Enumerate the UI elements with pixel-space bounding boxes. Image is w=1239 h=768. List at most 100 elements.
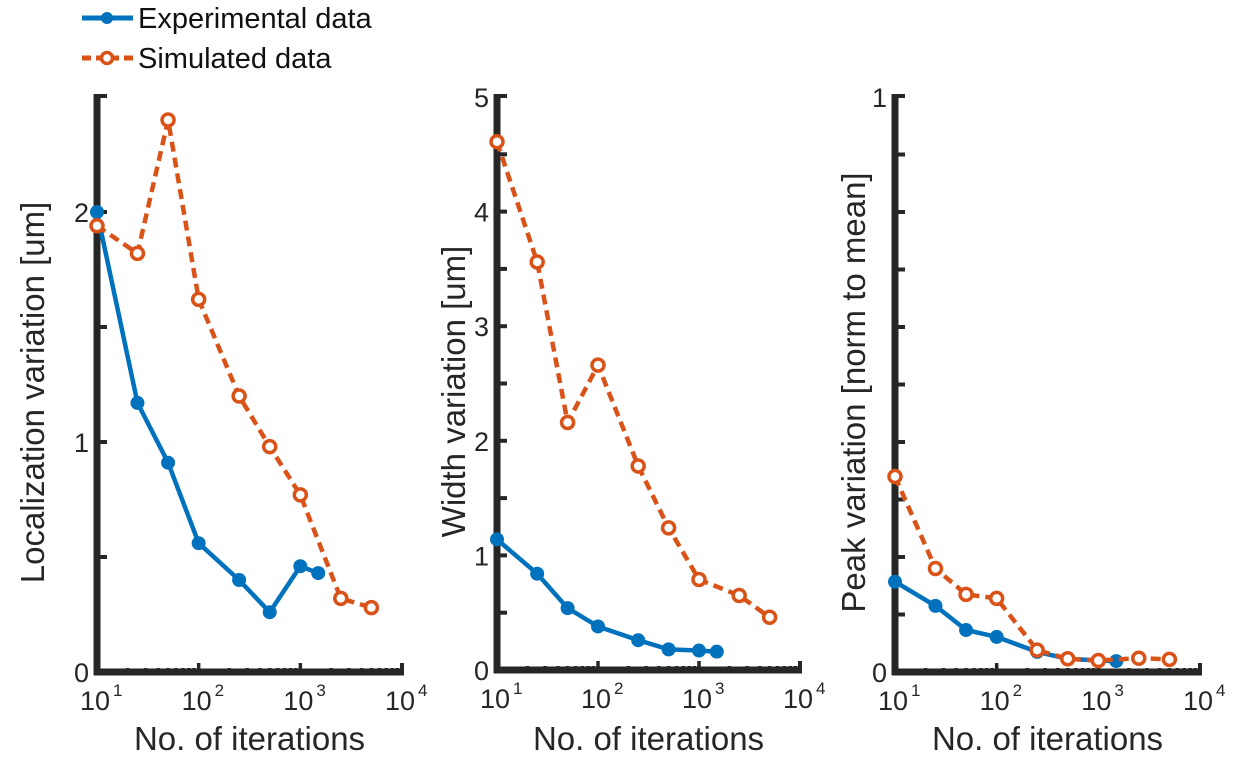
data-point-experimental: [293, 559, 308, 574]
data-point-simulated: [89, 218, 105, 234]
x-tick-label-exponent: 3: [715, 679, 724, 698]
x-tick-label-exponent: 1: [513, 679, 522, 698]
x-tick-label-base: 10: [682, 684, 712, 714]
data-point-simulated: [887, 468, 903, 485]
data-point-experimental: [311, 566, 326, 581]
data-point-simulated: [988, 590, 1005, 607]
data-point-simulated: [761, 609, 778, 626]
data-point-experimental: [490, 532, 504, 547]
data-point-experimental: [661, 642, 676, 657]
data-point-experimental: [191, 536, 206, 551]
data-point-experimental: [709, 644, 724, 659]
y-tick-label: 1: [872, 83, 887, 113]
x-tick-label-base: 10: [783, 684, 813, 714]
data-point-simulated: [160, 112, 176, 128]
x-tick-label-base: 10: [480, 684, 510, 714]
y-axis-label: Localization variation [um]: [14, 202, 51, 584]
legend: Experimental data Simulated data: [82, 3, 373, 75]
series-line-simulated: [892, 475, 1170, 663]
y-tick-label: 4: [474, 198, 489, 228]
x-tick-label-base: 10: [980, 686, 1010, 716]
data-point-simulated: [333, 590, 349, 607]
x-tick-label-exponent: 1: [911, 681, 920, 700]
legend-entry-simulated: Simulated data: [82, 43, 332, 75]
y-tick-label: 0: [872, 658, 887, 688]
data-point-experimental: [591, 619, 605, 634]
x-tick-label-base: 10: [878, 686, 908, 716]
data-point-experimental: [90, 205, 104, 219]
data-point-experimental: [161, 455, 176, 470]
x-tick-label-base: 10: [385, 686, 415, 716]
x-tick-label-base: 10: [283, 686, 313, 716]
data-point-experimental: [232, 573, 247, 587]
data-point-simulated: [1029, 642, 1045, 658]
data-point-simulated: [489, 133, 505, 150]
x-tick-label-exponent: 4: [816, 679, 825, 698]
data-point-experimental: [530, 566, 545, 581]
x-tick-label-exponent: 2: [614, 679, 623, 698]
data-point-experimental: [262, 605, 277, 620]
data-point-simulated: [231, 388, 247, 404]
data-point-simulated: [292, 487, 309, 503]
data-point-simulated: [630, 458, 646, 474]
data-point-simulated: [559, 414, 576, 431]
data-point-simulated: [927, 560, 944, 577]
legend-marker-simulated: [99, 50, 115, 66]
data-point-simulated: [1090, 652, 1107, 669]
x-axis-label: No. of iterations: [533, 720, 764, 757]
x-tick-label-base: 10: [182, 686, 212, 716]
x-tick-label-exponent: 3: [1114, 681, 1123, 700]
data-point-simulated: [590, 357, 606, 373]
x-tick-label-exponent: 1: [113, 681, 122, 700]
x-tick-label-exponent: 4: [418, 681, 427, 700]
data-point-simulated: [958, 586, 974, 603]
x-tick-label-exponent: 4: [1216, 681, 1225, 700]
y-axis-label: Width variation [um]: [435, 246, 472, 538]
series-line-experimental: [94, 211, 320, 615]
x-tick-label-base: 10: [1081, 686, 1111, 716]
y-axis-label: Peak variation [norm to mean]: [835, 172, 872, 612]
data-point-experimental: [928, 598, 943, 613]
data-point-experimental: [560, 601, 575, 616]
y-tick-label: 1: [74, 428, 89, 458]
series-line-experimental: [893, 579, 1117, 664]
x-axis-label: No. of iterations: [932, 720, 1163, 757]
y-tick-label: 2: [74, 198, 89, 228]
data-point-simulated: [1059, 651, 1076, 667]
data-point-simulated: [731, 587, 747, 604]
data-point-simulated: [660, 520, 677, 536]
data-point-experimental: [692, 643, 706, 658]
y-tick-label: 0: [474, 656, 489, 686]
legend-marker-experimental: [101, 12, 113, 24]
y-tick-label: 1: [474, 541, 489, 571]
legend-entry-experimental: Experimental data: [82, 3, 373, 35]
data-point-simulated: [129, 245, 146, 262]
data-point-simulated: [691, 571, 707, 588]
x-tick-label-exponent: 3: [316, 681, 325, 700]
x-axis-label: No. of iterations: [134, 720, 365, 757]
y-tick-label: 2: [474, 427, 489, 457]
data-point-experimental: [130, 395, 145, 410]
x-tick-label-base: 10: [80, 686, 110, 716]
data-point-experimental: [959, 623, 974, 638]
series-line-simulated: [494, 140, 771, 620]
data-point-experimental: [888, 574, 902, 589]
data-point-simulated: [190, 291, 207, 308]
data-point-simulated: [1161, 651, 1178, 668]
x-tick-label-exponent: 2: [1013, 681, 1022, 700]
legend-label-simulated: Simulated data: [138, 43, 332, 75]
data-point-experimental: [631, 633, 646, 648]
data-point-simulated: [363, 599, 380, 616]
y-tick-label: 5: [474, 83, 489, 113]
x-tick-label-base: 10: [1183, 686, 1213, 716]
legend-label-experimental: Experimental data: [138, 3, 373, 35]
y-tick-label: 3: [474, 312, 489, 342]
x-tick-label-exponent: 2: [215, 681, 224, 700]
data-point-simulated: [1131, 650, 1147, 666]
y-tick-label: 0: [74, 658, 89, 688]
x-tick-label-base: 10: [581, 684, 611, 714]
